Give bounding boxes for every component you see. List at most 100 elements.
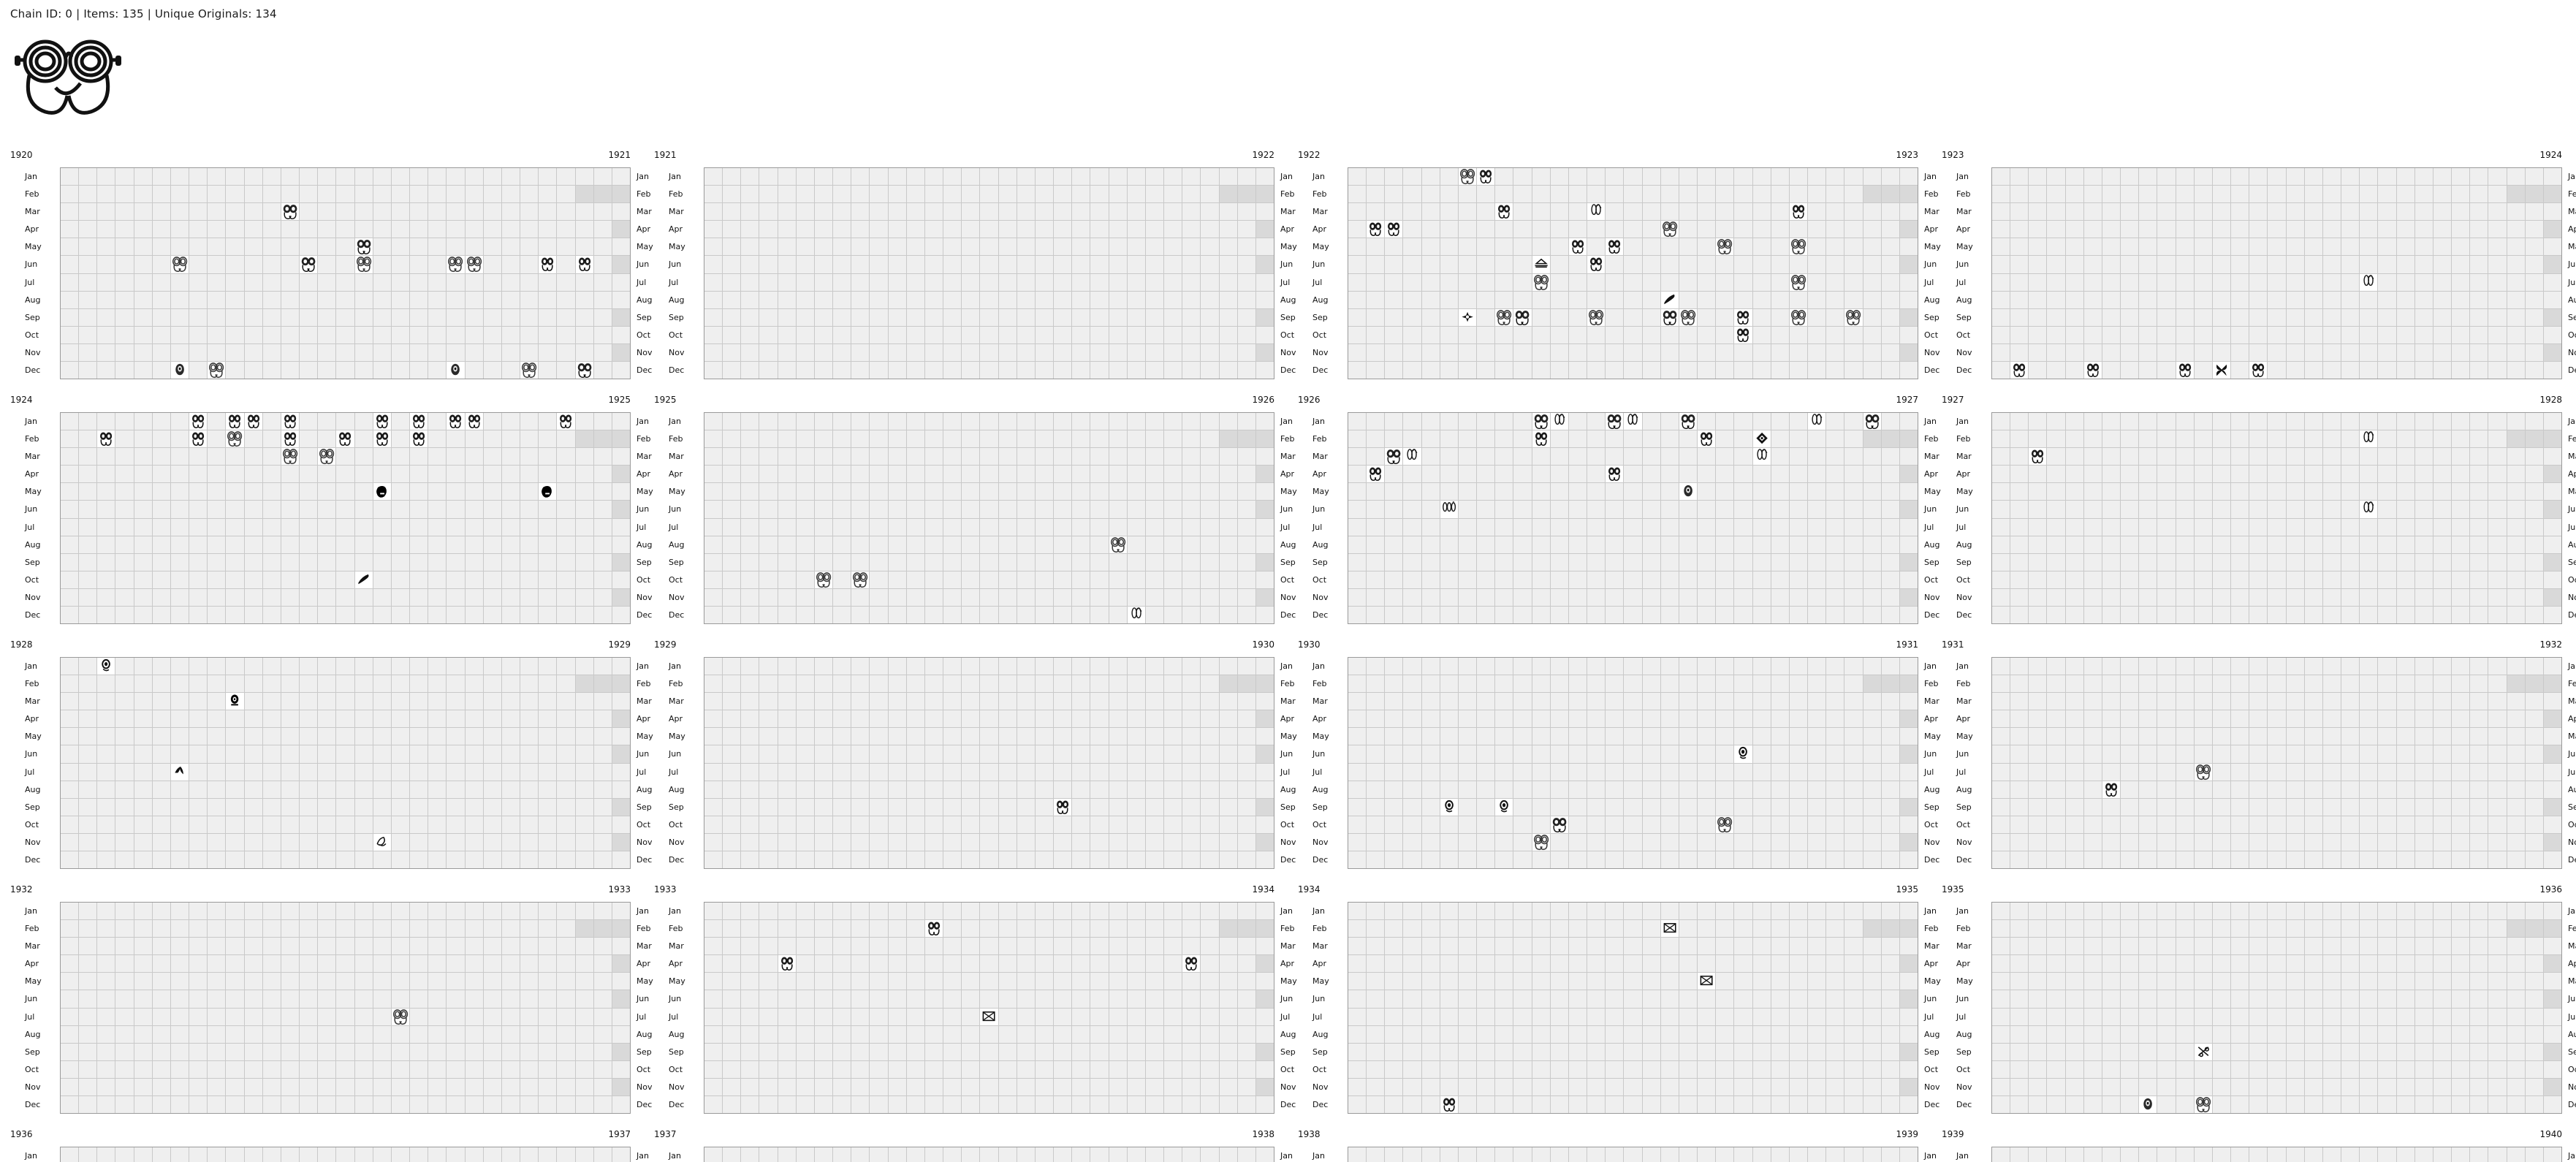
calendar-cell[interactable]	[2507, 745, 2526, 764]
calendar-cell[interactable]	[2083, 658, 2102, 676]
patent-thumbnail-glasses-round-dark[interactable]	[354, 238, 373, 256]
calendar-cell[interactable]	[943, 851, 962, 869]
calendar-cell[interactable]	[2507, 518, 2526, 536]
calendar-cell[interactable]	[1642, 448, 1661, 466]
calendar-cell[interactable]	[2102, 606, 2121, 624]
calendar-cell[interactable]	[1440, 571, 1459, 589]
calendar-cell[interactable]	[1624, 413, 1643, 431]
calendar-cell[interactable]	[1771, 291, 1790, 309]
calendar-cell[interactable]	[2249, 745, 2268, 764]
calendar-cell[interactable]	[888, 536, 907, 554]
calendar-cell[interactable]	[1201, 571, 1220, 589]
calendar-cell[interactable]	[1164, 518, 1183, 536]
calendar-cell[interactable]	[870, 606, 889, 624]
calendar-cell[interactable]	[391, 745, 411, 764]
calendar-cell[interactable]	[115, 518, 134, 536]
calendar-cell[interactable]	[2083, 798, 2102, 816]
calendar-cell[interactable]	[888, 361, 907, 379]
patent-thumbnail-glasses-pince-dark[interactable]	[539, 256, 557, 273]
calendar-cell[interactable]	[723, 571, 742, 589]
calendar-cell[interactable]	[1145, 361, 1165, 379]
calendar-cell[interactable]	[741, 413, 760, 431]
calendar-cell[interactable]	[796, 553, 815, 571]
calendar-cell[interactable]	[1606, 571, 1625, 589]
calendar-cell[interactable]	[1826, 168, 1845, 186]
calendar-cell[interactable]	[2083, 291, 2102, 309]
calendar-cell[interactable]	[1789, 413, 1809, 431]
calendar-cell[interactable]	[1182, 658, 1201, 676]
calendar-cell[interactable]	[1164, 798, 1183, 816]
calendar-cell[interactable]	[1017, 606, 1036, 624]
calendar-cell[interactable]	[1863, 745, 1882, 764]
calendar-cell[interactable]	[2249, 238, 2268, 257]
calendar-cell[interactable]	[612, 483, 631, 501]
calendar-cell[interactable]	[1771, 221, 1790, 239]
patent-thumbnail-glasses-round-light[interactable]	[1660, 221, 1679, 238]
calendar-cell[interactable]	[998, 326, 1017, 344]
calendar-cell[interactable]	[2176, 781, 2195, 799]
calendar-cell[interactable]	[1826, 816, 1845, 834]
calendar-cell[interactable]	[796, 710, 815, 729]
calendar-cell[interactable]	[318, 851, 337, 869]
calendar-cell[interactable]	[998, 291, 1017, 309]
calendar-cell[interactable]	[2268, 501, 2287, 519]
calendar-cell[interactable]	[79, 413, 98, 431]
calendar-cell[interactable]	[1385, 221, 1404, 239]
calendar-cell[interactable]	[778, 518, 797, 536]
patent-thumbnail-glasses-pince-dark[interactable]	[189, 413, 208, 430]
calendar-cell[interactable]	[2507, 728, 2526, 746]
calendar-cell[interactable]	[97, 606, 116, 624]
calendar-cell[interactable]	[2121, 553, 2140, 571]
calendar-cell[interactable]	[2470, 553, 2489, 571]
calendar-cell[interactable]	[2065, 343, 2084, 362]
calendar-cell[interactable]	[1660, 273, 1679, 292]
calendar-cell[interactable]	[281, 518, 300, 536]
calendar-cell[interactable]	[1017, 588, 1036, 607]
calendar-cell[interactable]	[980, 745, 999, 764]
calendar-cell[interactable]	[2322, 168, 2342, 186]
calendar-cell[interactable]	[1734, 238, 1753, 257]
calendar-cell[interactable]	[318, 168, 337, 186]
calendar-cell[interactable]	[189, 168, 208, 186]
calendar-cell[interactable]	[2543, 168, 2562, 186]
calendar-cell[interactable]	[97, 745, 116, 764]
calendar-cell[interactable]	[152, 308, 171, 327]
calendar-cell[interactable]	[2322, 606, 2342, 624]
calendar-cell[interactable]	[575, 693, 594, 711]
calendar-cell[interactable]	[2047, 326, 2066, 344]
calendar-cell[interactable]	[1237, 675, 1256, 694]
calendar-cell[interactable]	[2507, 781, 2526, 799]
calendar-cell[interactable]	[1090, 781, 1109, 799]
calendar-cell[interactable]	[2452, 518, 2471, 536]
calendar-cell[interactable]	[428, 308, 447, 327]
calendar-cell[interactable]	[1054, 781, 1073, 799]
calendar-cell[interactable]	[1255, 186, 1274, 204]
calendar-cell[interactable]	[2194, 483, 2213, 501]
calendar-cell[interactable]	[1495, 361, 1514, 379]
calendar-cell[interactable]	[1385, 851, 1404, 869]
calendar-cell[interactable]	[1145, 763, 1165, 781]
calendar-cell[interactable]	[2360, 483, 2379, 501]
calendar-cell[interactable]	[1624, 291, 1643, 309]
calendar-cell[interactable]	[1513, 851, 1532, 869]
calendar-cell[interactable]	[796, 745, 815, 764]
calendar-cell[interactable]	[1808, 536, 1827, 554]
calendar-cell[interactable]	[2360, 501, 2379, 519]
calendar-cell[interactable]	[778, 833, 797, 851]
calendar-cell[interactable]	[870, 693, 889, 711]
calendar-cell[interactable]	[1164, 833, 1183, 851]
calendar-cell[interactable]	[1844, 658, 1863, 676]
calendar-cell[interactable]	[796, 763, 815, 781]
calendar-cell[interactable]	[924, 710, 944, 729]
calendar-cell[interactable]	[2396, 675, 2415, 694]
calendar-cell[interactable]	[759, 658, 778, 676]
calendar-cell[interactable]	[465, 291, 484, 309]
calendar-cell[interactable]	[741, 430, 760, 449]
calendar-cell[interactable]	[998, 816, 1017, 834]
calendar-cell[interactable]	[1624, 536, 1643, 554]
calendar-cell[interactable]	[1219, 273, 1238, 292]
calendar-cell[interactable]	[300, 745, 319, 764]
calendar-cell[interactable]	[2414, 291, 2433, 309]
calendar-cell[interactable]	[1679, 203, 1698, 221]
calendar-cell[interactable]	[1642, 675, 1661, 694]
